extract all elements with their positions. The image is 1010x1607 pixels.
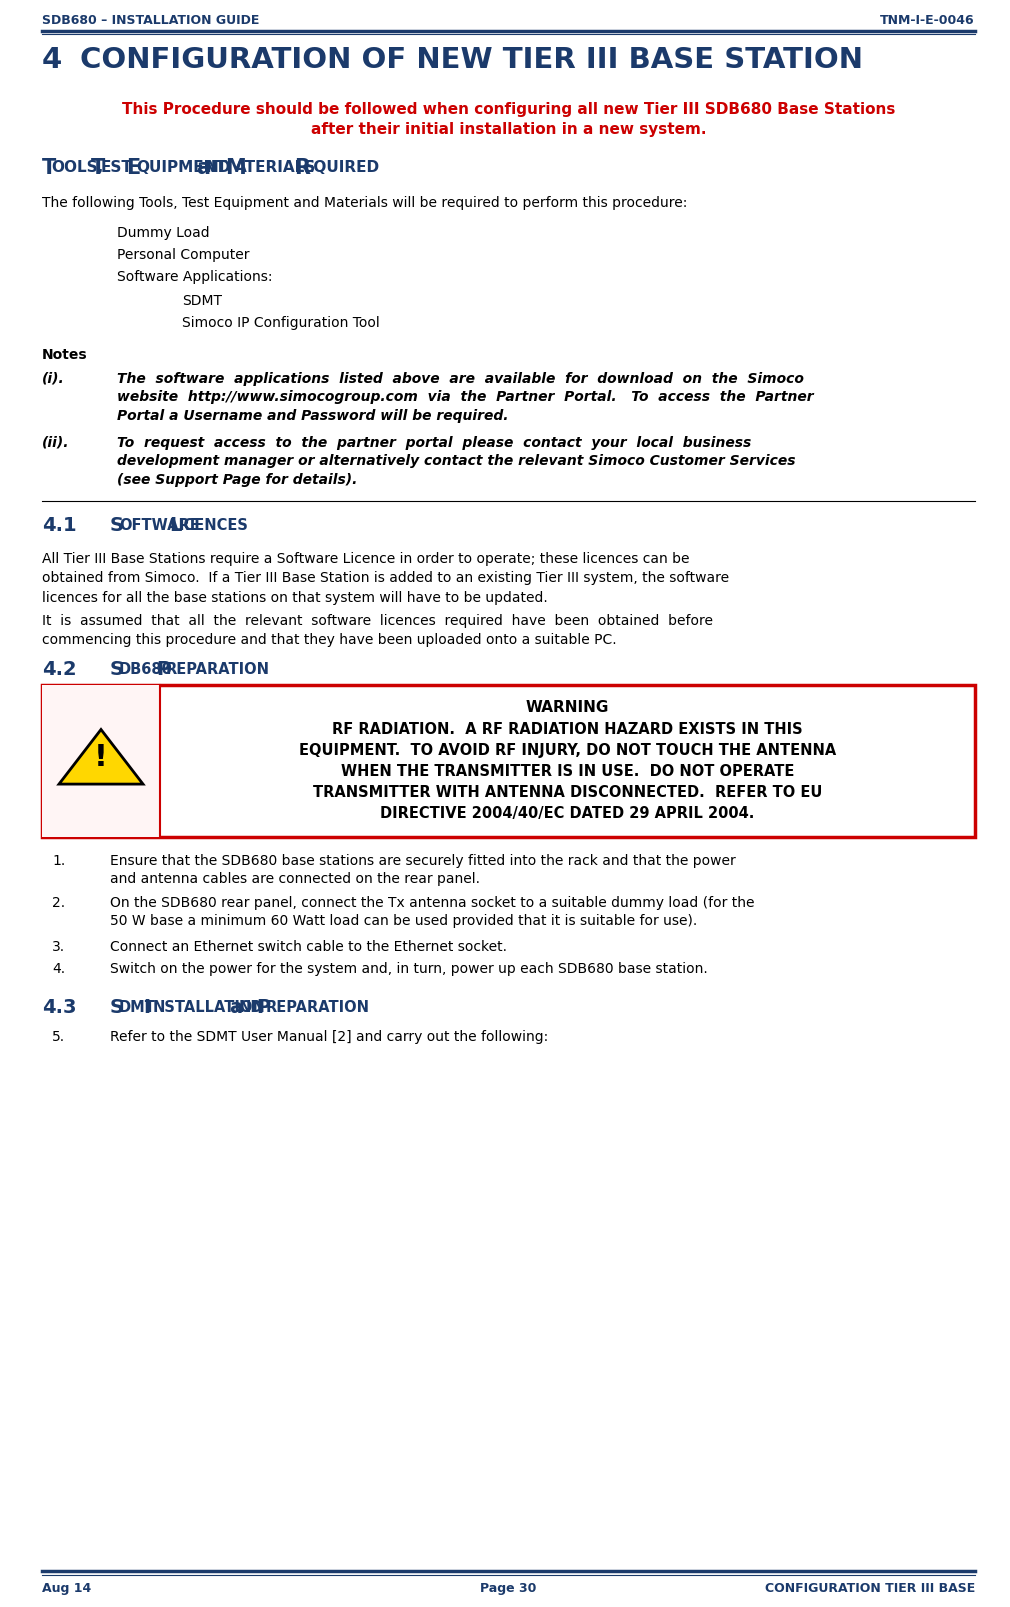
- Text: a: a: [196, 157, 210, 178]
- Text: Refer to the SDMT User Manual [2] and carry out the following:: Refer to the SDMT User Manual [2] and ca…: [110, 1030, 548, 1043]
- Text: Personal Computer: Personal Computer: [117, 247, 249, 262]
- Text: The  software  applications  listed  above  are  available  for  download  on  t: The software applications listed above a…: [117, 371, 814, 423]
- Text: L: L: [170, 516, 182, 535]
- Text: Switch on the power for the system and, in turn, power up each SDB680 base stati: Switch on the power for the system and, …: [110, 961, 708, 975]
- Text: Notes: Notes: [42, 347, 88, 362]
- Text: (i).: (i).: [42, 371, 65, 386]
- Text: Dummy Load: Dummy Load: [117, 227, 210, 239]
- Text: 4.2: 4.2: [42, 659, 77, 678]
- Text: 1.: 1.: [52, 853, 66, 868]
- Text: REPARATION: REPARATION: [266, 1000, 370, 1014]
- Bar: [42, 686, 975, 837]
- Text: WHEN THE TRANSMITTER IS IN USE.  DO NOT OPERATE: WHEN THE TRANSMITTER IS IN USE. DO NOT O…: [340, 763, 794, 778]
- Text: P: P: [257, 998, 271, 1016]
- Text: EQUIPMENT.  TO AVOID RF INJURY, DO NOT TOUCH THE ANTENNA: EQUIPMENT. TO AVOID RF INJURY, DO NOT TO…: [299, 742, 836, 757]
- Text: REPARATION: REPARATION: [166, 662, 270, 677]
- Text: EST: EST: [101, 161, 132, 175]
- Text: a: a: [229, 998, 242, 1016]
- Text: DMT: DMT: [119, 1000, 156, 1014]
- Text: I: I: [143, 998, 150, 1016]
- Text: Simoco IP Configuration Tool: Simoco IP Configuration Tool: [182, 317, 380, 329]
- Text: DB680: DB680: [119, 662, 173, 677]
- Text: !: !: [94, 742, 108, 771]
- Text: OFTWARE: OFTWARE: [119, 517, 200, 532]
- Text: 4: 4: [42, 47, 63, 74]
- Text: ND: ND: [206, 161, 231, 175]
- Text: EQUIRED: EQUIRED: [304, 161, 380, 175]
- Text: Aug 14: Aug 14: [42, 1581, 91, 1594]
- Text: ND: ND: [238, 1000, 263, 1014]
- Text: This Procedure should be followed when configuring all new Tier III SDB680 Base : This Procedure should be followed when c…: [122, 101, 895, 117]
- Text: 2.: 2.: [52, 895, 65, 910]
- Text: OOLS,: OOLS,: [52, 161, 104, 175]
- Text: To  request  access  to  the  partner  portal  please  contact  your  local  bus: To request access to the partner portal …: [117, 435, 796, 487]
- Text: WARNING: WARNING: [526, 699, 609, 715]
- Text: Ensure that the SDB680 base stations are securely fitted into the rack and that : Ensure that the SDB680 base stations are…: [110, 853, 735, 885]
- Text: QUIPMENT: QUIPMENT: [136, 161, 227, 175]
- Text: It  is  assumed  that  all  the  relevant  software  licences  required  have  b: It is assumed that all the relevant soft…: [42, 614, 713, 648]
- Polygon shape: [59, 730, 143, 784]
- Text: TRANSMITTER WITH ANTENNA DISCONNECTED.  REFER TO EU: TRANSMITTER WITH ANTENNA DISCONNECTED. R…: [313, 784, 822, 800]
- Text: SDMT: SDMT: [182, 294, 222, 309]
- Text: 4.: 4.: [52, 961, 65, 975]
- Text: The following Tools, Test Equipment and Materials will be required to perform th: The following Tools, Test Equipment and …: [42, 196, 688, 211]
- Text: NSTALLATION: NSTALLATION: [153, 1000, 266, 1014]
- Text: Software Applications:: Software Applications:: [117, 270, 273, 284]
- Text: TNM-I-E-0046: TNM-I-E-0046: [881, 14, 975, 27]
- Text: after their initial installation in a new system.: after their initial installation in a ne…: [311, 122, 706, 137]
- Text: Page 30: Page 30: [481, 1581, 536, 1594]
- Bar: [42, 686, 160, 837]
- Text: ATERIALS: ATERIALS: [234, 161, 316, 175]
- Text: 4.1: 4.1: [42, 516, 77, 535]
- Text: Connect an Ethernet switch cable to the Ethernet socket.: Connect an Ethernet switch cable to the …: [110, 940, 507, 953]
- Text: CONFIGURATION TIER III BASE: CONFIGURATION TIER III BASE: [765, 1581, 975, 1594]
- Text: ICENCES: ICENCES: [179, 517, 248, 532]
- Text: S: S: [110, 516, 124, 535]
- Text: 4.3: 4.3: [42, 998, 77, 1016]
- Text: SDB680 – INSTALLATION GUIDE: SDB680 – INSTALLATION GUIDE: [42, 14, 260, 27]
- Text: 5.: 5.: [52, 1030, 65, 1043]
- Text: E: E: [126, 157, 140, 178]
- Text: S: S: [110, 659, 124, 678]
- Text: T: T: [91, 157, 105, 178]
- Text: P: P: [157, 659, 171, 678]
- Text: M: M: [225, 157, 245, 178]
- Text: T: T: [42, 157, 57, 178]
- Text: S: S: [110, 998, 124, 1016]
- Text: (ii).: (ii).: [42, 435, 70, 450]
- Text: DIRECTIVE 2004/40/EC DATED 29 APRIL 2004.: DIRECTIVE 2004/40/EC DATED 29 APRIL 2004…: [381, 805, 754, 821]
- Text: R: R: [294, 157, 310, 178]
- Text: CONFIGURATION OF NEW TIER III BASE STATION: CONFIGURATION OF NEW TIER III BASE STATI…: [80, 47, 863, 74]
- Text: RF RADIATION.  A RF RADIATION HAZARD EXISTS IN THIS: RF RADIATION. A RF RADIATION HAZARD EXIS…: [332, 722, 803, 736]
- Text: On the SDB680 rear panel, connect the Tx antenna socket to a suitable dummy load: On the SDB680 rear panel, connect the Tx…: [110, 895, 754, 927]
- Text: All Tier III Base Stations require a Software Licence in order to operate; these: All Tier III Base Stations require a Sof…: [42, 551, 729, 604]
- Text: 3.: 3.: [52, 940, 65, 953]
